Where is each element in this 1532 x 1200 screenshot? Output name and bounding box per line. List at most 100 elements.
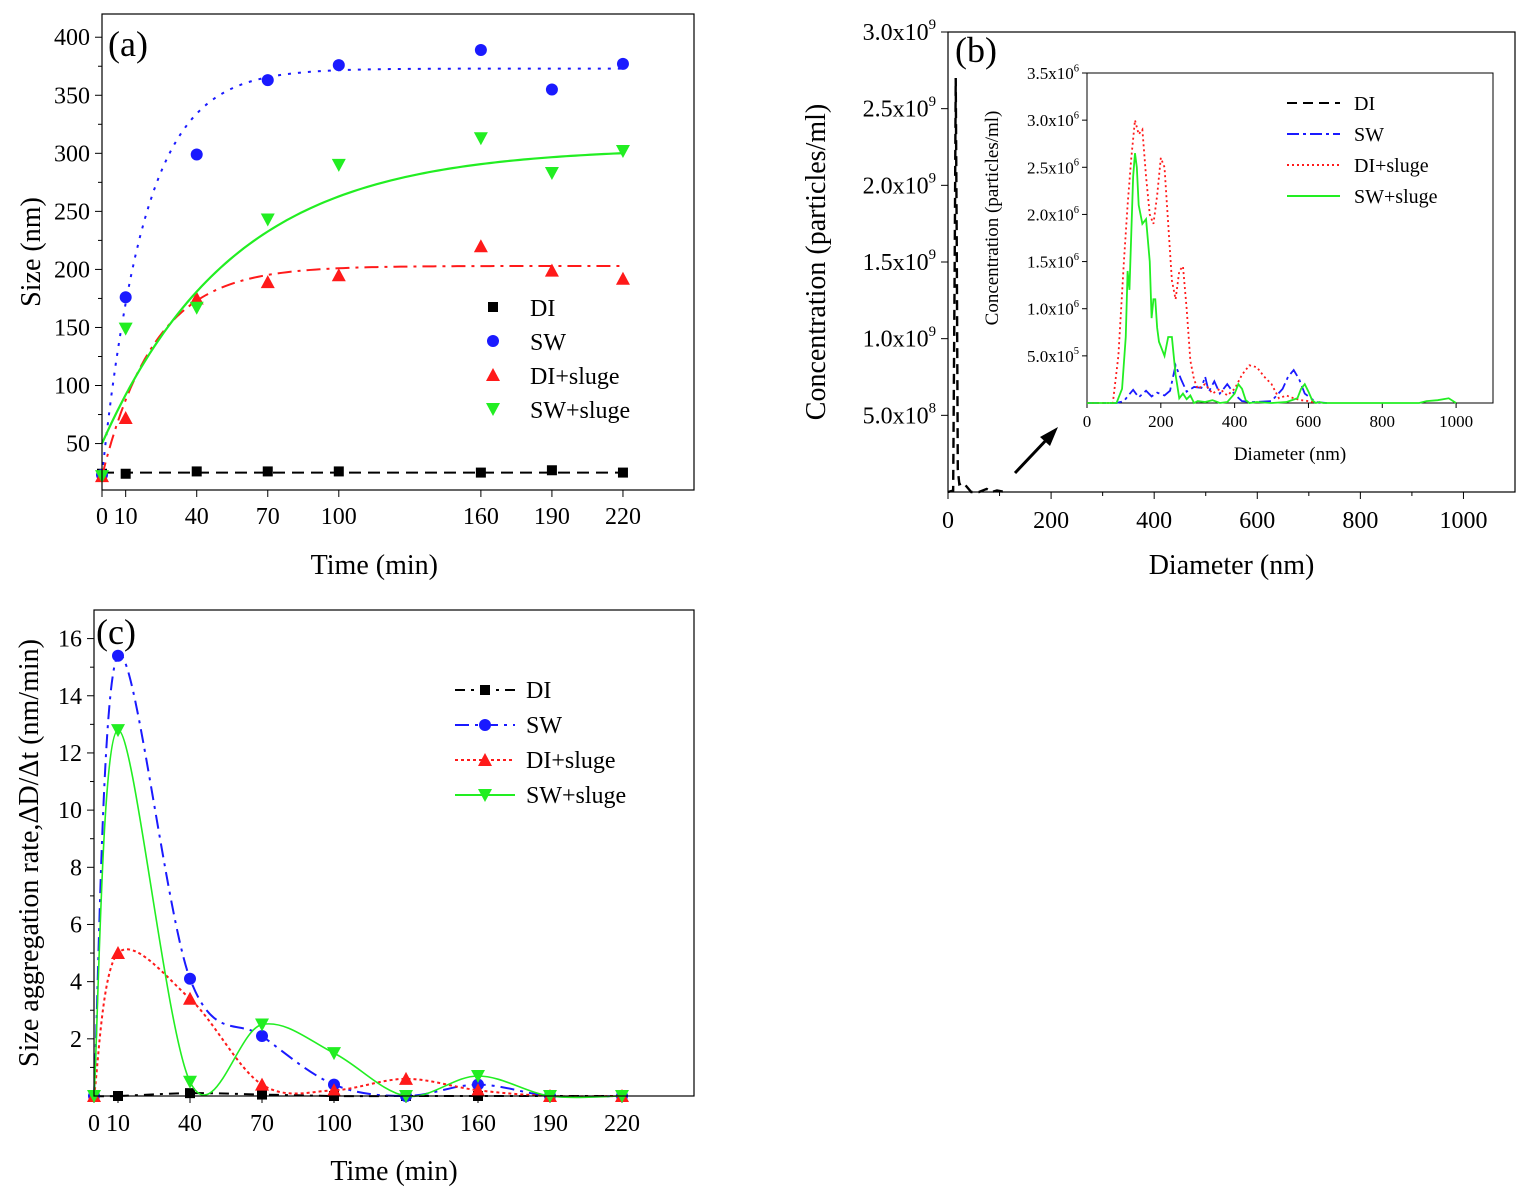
inset-x-tick-label: 0 bbox=[1083, 412, 1092, 431]
inset-legend-label: SW bbox=[1354, 124, 1384, 146]
x-tick-label: 160 bbox=[460, 1111, 496, 1137]
data-point-DI+sluge bbox=[331, 268, 346, 282]
y-tick-label: 200 bbox=[54, 257, 90, 283]
data-point-SW+sluge bbox=[473, 132, 488, 146]
panel-c-frame bbox=[93, 609, 695, 1097]
y-tick-label: 4 bbox=[70, 970, 82, 996]
inset-x-tick-label: 400 bbox=[1222, 412, 1248, 431]
legend-label: SW+sluge bbox=[530, 398, 630, 424]
y-tick-label: 50 bbox=[66, 432, 90, 458]
y-tick-label: 150 bbox=[54, 315, 90, 341]
data-point-SW bbox=[190, 148, 203, 161]
x-tick-label: 1000 bbox=[1439, 508, 1487, 534]
data-point-DI bbox=[185, 1088, 195, 1099]
y-tick-label: 1.0x109 bbox=[863, 324, 936, 353]
data-point-DI bbox=[257, 1089, 267, 1100]
line-DI bbox=[947, 77, 1005, 494]
data-point-SW+sluge bbox=[331, 158, 346, 172]
inset-x-tick-label: 200 bbox=[1148, 412, 1174, 431]
legend-marker-DI+sluge bbox=[486, 368, 500, 381]
line-DI+sluge bbox=[93, 948, 623, 1098]
data-point-SW bbox=[112, 649, 124, 662]
data-point-DI+sluge bbox=[260, 275, 275, 289]
y-axis-label: Size (nm) bbox=[16, 197, 47, 307]
legend-label: SW bbox=[530, 330, 566, 356]
x-tick-label: 190 bbox=[534, 504, 570, 530]
legend-marker-DI bbox=[480, 685, 490, 695]
x-axis-label: Diameter (nm) bbox=[1149, 550, 1315, 581]
legend-marker-SW+sluge bbox=[478, 789, 492, 802]
legend-label: DI bbox=[530, 296, 555, 322]
data-point-DI bbox=[191, 466, 202, 477]
panel-label: (b) bbox=[955, 30, 997, 70]
y-tick-label: 350 bbox=[54, 83, 90, 109]
panel-label: (a) bbox=[108, 24, 148, 64]
x-tick-label: 0 bbox=[96, 504, 108, 530]
x-tick-label: 190 bbox=[532, 1111, 568, 1137]
data-point-SW bbox=[256, 1029, 268, 1042]
inset-x-axis-label: Diameter (nm) bbox=[1234, 444, 1346, 465]
x-tick-label: 400 bbox=[1136, 508, 1172, 534]
arrow-head bbox=[1040, 427, 1058, 446]
data-point-DI+sluge bbox=[118, 411, 133, 425]
data-point-DI+sluge bbox=[183, 991, 197, 1005]
data-point-SW bbox=[119, 291, 132, 304]
data-point-DI+sluge bbox=[473, 239, 488, 253]
data-point-SW+sluge bbox=[327, 1047, 341, 1061]
x-tick-label: 220 bbox=[604, 1111, 640, 1137]
x-tick-label: 220 bbox=[605, 504, 641, 530]
data-point-DI+sluge bbox=[544, 263, 559, 277]
data-point-SW+sluge bbox=[471, 1069, 485, 1083]
legend-label: SW+sluge bbox=[526, 783, 626, 809]
x-tick-label: 10 bbox=[106, 1111, 130, 1137]
data-point-DI bbox=[120, 468, 131, 479]
inset-y-tick-label: 2.5x106 bbox=[1027, 158, 1079, 178]
y-tick-label: 1.5x109 bbox=[863, 247, 936, 276]
data-point-SW+sluge bbox=[183, 1075, 197, 1089]
data-point-DI+sluge bbox=[615, 271, 630, 285]
inset-line-DI+sluge bbox=[1087, 119, 1317, 404]
panel-a-frame bbox=[101, 13, 695, 491]
panel-b-frame bbox=[947, 31, 1516, 493]
legend-marker-SW+sluge bbox=[486, 403, 500, 416]
y-tick-label: 8 bbox=[70, 855, 82, 881]
x-tick-label: 100 bbox=[321, 504, 357, 530]
panel-a: 0 10 40 70 100 160 190 220 50 100 150 200 250 300 350 4… bbox=[16, 24, 641, 581]
data-point-DI bbox=[546, 465, 557, 476]
data-point-SW bbox=[474, 43, 487, 56]
y-tick-label: 16 bbox=[58, 627, 82, 653]
data-point-SW+sluge bbox=[189, 301, 204, 315]
inset-x-tick-label: 600 bbox=[1296, 412, 1322, 431]
x-tick-label: 0 bbox=[942, 508, 954, 534]
legend-label: DI bbox=[526, 678, 551, 704]
x-axis-label: Time (min) bbox=[330, 1156, 457, 1187]
y-tick-label: 6 bbox=[70, 912, 82, 938]
x-tick-label: 800 bbox=[1342, 508, 1378, 534]
x-tick-label: 200 bbox=[1033, 508, 1069, 534]
y-tick-label: 400 bbox=[54, 25, 90, 51]
y-tick-label: 250 bbox=[54, 199, 90, 225]
x-tick-label: 160 bbox=[463, 504, 499, 530]
legend-marker-DI+sluge bbox=[478, 753, 492, 766]
data-point-SW+sluge bbox=[111, 724, 125, 738]
inset-legend-label: DI bbox=[1354, 93, 1375, 115]
data-point-SW+sluge bbox=[615, 144, 630, 158]
panel-label: (c) bbox=[96, 612, 136, 652]
data-point-DI+sluge bbox=[327, 1083, 341, 1097]
x-tick-label: 100 bbox=[316, 1111, 352, 1137]
legend-marker-DI bbox=[488, 302, 498, 312]
y-tick-label: 5.0x108 bbox=[863, 401, 936, 430]
inset-legend-label: DI+sluge bbox=[1354, 155, 1429, 177]
y-tick-label: 12 bbox=[58, 741, 82, 767]
inset-y-axis-label: Concentration (particles/ml) bbox=[982, 111, 1003, 326]
y-tick-label: 2.0x109 bbox=[863, 171, 936, 200]
data-point-SW+sluge bbox=[544, 167, 559, 181]
y-tick-label: 3.0x109 bbox=[863, 17, 936, 46]
data-point-SW+sluge bbox=[255, 1018, 269, 1032]
x-tick-label: 10 bbox=[114, 504, 138, 530]
inset-frame bbox=[1086, 72, 1494, 404]
inset-y-tick-label: 3.0x106 bbox=[1027, 110, 1079, 130]
y-tick-label: 14 bbox=[58, 684, 82, 710]
y-tick-label: 300 bbox=[54, 141, 90, 167]
